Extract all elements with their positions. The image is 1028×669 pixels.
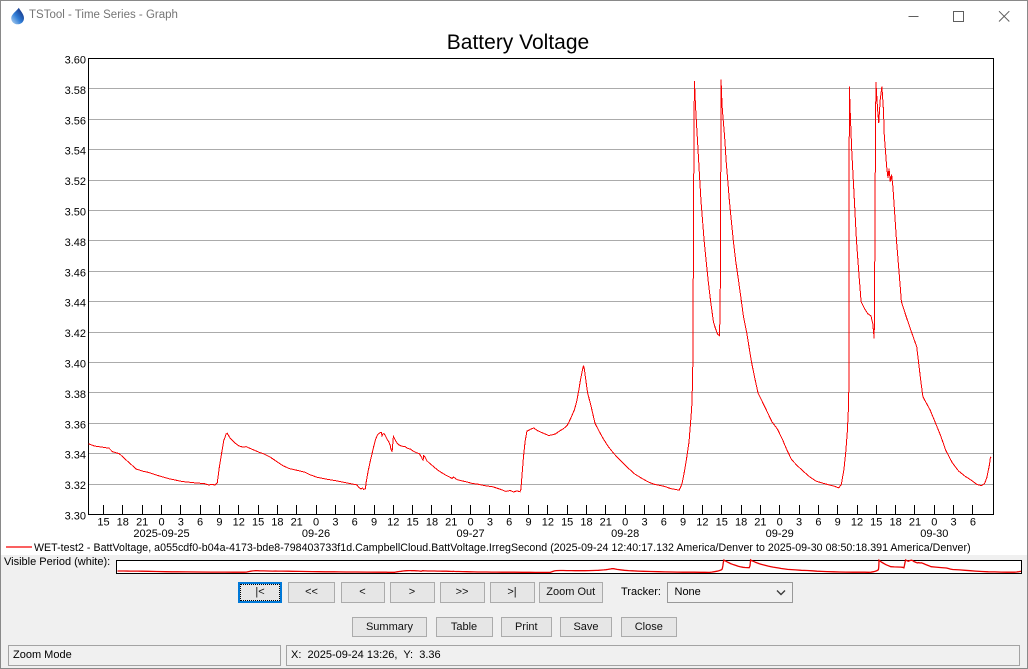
svg-text:21: 21 bbox=[445, 517, 457, 529]
svg-text:6: 6 bbox=[197, 517, 203, 529]
svg-text:3.56: 3.56 bbox=[65, 115, 86, 127]
svg-text:21: 21 bbox=[136, 517, 148, 529]
svg-text:3.36: 3.36 bbox=[65, 419, 86, 431]
svg-text:18: 18 bbox=[117, 517, 129, 529]
svg-text:18: 18 bbox=[271, 517, 283, 529]
svg-text:3.40: 3.40 bbox=[65, 359, 86, 371]
svg-text:3.46: 3.46 bbox=[65, 267, 86, 279]
svg-text:3: 3 bbox=[951, 517, 957, 529]
svg-text:12: 12 bbox=[851, 517, 863, 529]
svg-text:15: 15 bbox=[252, 517, 264, 529]
svg-text:3.48: 3.48 bbox=[65, 237, 86, 249]
svg-text:6: 6 bbox=[815, 517, 821, 529]
svg-text:15: 15 bbox=[97, 517, 109, 529]
svg-text:18: 18 bbox=[889, 517, 901, 529]
svg-text:3.30: 3.30 bbox=[65, 511, 86, 523]
svg-text:21: 21 bbox=[909, 517, 921, 529]
svg-text:0: 0 bbox=[931, 517, 937, 529]
svg-text:3.60: 3.60 bbox=[65, 55, 86, 67]
svg-text:9: 9 bbox=[526, 517, 532, 529]
svg-text:21: 21 bbox=[600, 517, 612, 529]
svg-text:12: 12 bbox=[387, 517, 399, 529]
svg-text:12: 12 bbox=[696, 517, 708, 529]
svg-text:Battery Voltage: Battery Voltage bbox=[447, 31, 589, 54]
svg-text:3.44: 3.44 bbox=[65, 298, 86, 310]
svg-text:0: 0 bbox=[468, 517, 474, 529]
svg-text:15: 15 bbox=[406, 517, 418, 529]
svg-text:09-26: 09-26 bbox=[302, 528, 330, 540]
svg-text:12: 12 bbox=[542, 517, 554, 529]
svg-text:21: 21 bbox=[754, 517, 766, 529]
svg-text:3.52: 3.52 bbox=[65, 176, 86, 188]
svg-text:9: 9 bbox=[835, 517, 841, 529]
svg-text:3: 3 bbox=[487, 517, 493, 529]
svg-text:6: 6 bbox=[352, 517, 358, 529]
svg-text:15: 15 bbox=[561, 517, 573, 529]
svg-text:0: 0 bbox=[158, 517, 164, 529]
svg-text:18: 18 bbox=[580, 517, 592, 529]
svg-text:18: 18 bbox=[426, 517, 438, 529]
svg-text:3.34: 3.34 bbox=[65, 450, 86, 462]
svg-text:3: 3 bbox=[641, 517, 647, 529]
svg-text:3.32: 3.32 bbox=[65, 480, 86, 492]
svg-text:3: 3 bbox=[332, 517, 338, 529]
svg-text:12: 12 bbox=[233, 517, 245, 529]
svg-text:0: 0 bbox=[777, 517, 783, 529]
svg-text:09-28: 09-28 bbox=[611, 528, 639, 540]
svg-text:3.38: 3.38 bbox=[65, 389, 86, 401]
svg-text:WET-test2 - BattVoltage, a055c: WET-test2 - BattVoltage, a055cdf0-b04a-4… bbox=[34, 542, 971, 554]
svg-text:2025-09-25: 2025-09-25 bbox=[133, 528, 189, 540]
svg-text:6: 6 bbox=[970, 517, 976, 529]
svg-text:09-27: 09-27 bbox=[457, 528, 485, 540]
svg-text:21: 21 bbox=[291, 517, 303, 529]
svg-text:3: 3 bbox=[796, 517, 802, 529]
svg-text:3.58: 3.58 bbox=[65, 85, 86, 97]
svg-text:18: 18 bbox=[735, 517, 747, 529]
svg-text:09-30: 09-30 bbox=[920, 528, 948, 540]
svg-text:3.54: 3.54 bbox=[65, 146, 86, 158]
svg-text:3: 3 bbox=[178, 517, 184, 529]
svg-text:0: 0 bbox=[313, 517, 319, 529]
svg-text:09-29: 09-29 bbox=[766, 528, 794, 540]
svg-text:9: 9 bbox=[371, 517, 377, 529]
svg-text:9: 9 bbox=[680, 517, 686, 529]
svg-text:15: 15 bbox=[870, 517, 882, 529]
svg-text:15: 15 bbox=[716, 517, 728, 529]
svg-text:3.42: 3.42 bbox=[65, 328, 86, 340]
svg-text:6: 6 bbox=[661, 517, 667, 529]
svg-text:6: 6 bbox=[506, 517, 512, 529]
svg-text:3.50: 3.50 bbox=[65, 207, 86, 219]
svg-text:9: 9 bbox=[216, 517, 222, 529]
svg-text:0: 0 bbox=[622, 517, 628, 529]
